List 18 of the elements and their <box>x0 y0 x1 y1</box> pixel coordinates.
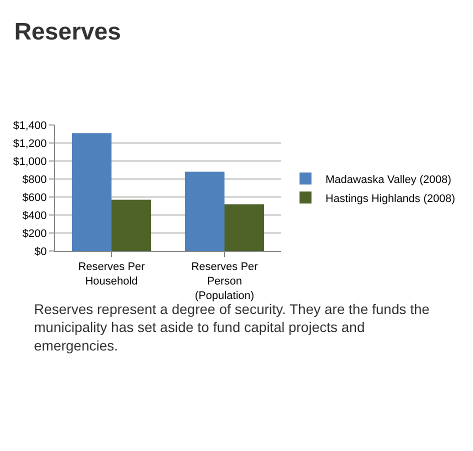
legend-label: Madawaska Valley (2008) <box>326 174 452 186</box>
x-tick-label: Reserves Per Household <box>78 261 146 288</box>
chart-title: Reserves <box>14 18 121 46</box>
y-tick-label: $600 <box>22 192 47 204</box>
y-tick-label: $1,400 <box>13 120 47 132</box>
x-tick-label: Reserves Per Person (Population) <box>191 261 258 302</box>
y-tick-label: $400 <box>22 210 47 222</box>
bar <box>72 133 112 251</box>
bar <box>224 204 264 251</box>
y-tick-label: $0 <box>34 246 47 258</box>
y-tick-label: $1,000 <box>13 156 47 168</box>
y-tick-label: $200 <box>22 228 47 240</box>
bar <box>184 172 224 251</box>
text: Reserves represent a degree of security. They are the funds the municipality has set aside to fund capital projects and emergencies. <box>34 301 430 354</box>
y-tick-label: $1,200 <box>13 138 47 150</box>
y-tick-label: $800 <box>22 174 47 186</box>
legend-label: Hastings Highlands (2008) <box>326 192 456 205</box>
bar <box>112 200 152 251</box>
